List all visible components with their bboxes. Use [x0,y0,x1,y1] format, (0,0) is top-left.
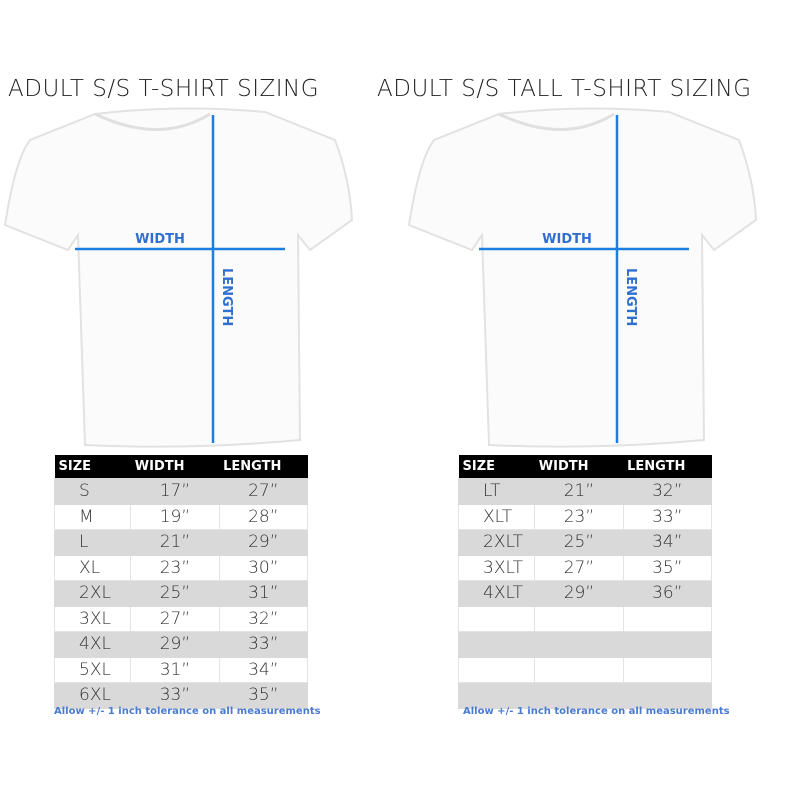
tshirt-shape [407,107,758,448]
table-cell: S [53,478,132,505]
table-cell: 4XL [53,631,132,658]
table-cell [622,682,713,709]
table-cell: 27” [218,478,309,505]
table-cell: XLT [457,503,536,530]
table-cell [534,656,624,683]
table-row: M 19” 28” [53,503,309,530]
table-cell [457,631,536,658]
table-cell: 25” [130,580,220,607]
column-header: SIZE [54,455,131,479]
table-cell: 17” [130,478,220,505]
table-cell: 25” [534,529,624,556]
chart-title-regular: ADULT S/S T-SHIRT SIZING [8,76,320,102]
tshirt-diagram-tall: WIDTH LENGTH [407,107,758,448]
table-row: 3XL 27” 32” [53,605,309,632]
table-row: XLT 23” 33” [457,503,713,530]
table-cell: 30” [218,554,309,581]
table-cell: 23” [534,503,624,530]
table-cell [534,605,624,632]
column-header: LENGTH [623,455,712,479]
table-cell: L [53,529,132,556]
table-row: 3XLT 27” 35” [457,554,713,581]
table-cell: 33” [622,503,713,530]
table-cell: 19” [130,503,220,530]
table-cell [534,631,624,658]
table-cell: M [53,503,132,530]
column-header: WIDTH [534,455,624,479]
table-cell: 2XL [53,580,132,607]
table-cell: 32” [218,605,309,632]
table-row: L 21” 29” [53,529,309,556]
table-cell: 21” [534,478,624,505]
table-row: 4XL 29” 33” [53,631,309,658]
table-cell: 27” [130,605,220,632]
column-header: SIZE [458,455,535,479]
length-label: LENGTH [623,268,638,326]
table-cell: 32” [622,478,713,505]
table-cell: 3XLT [457,554,536,581]
chart-title-tall: ADULT S/S TALL T-SHIRT SIZING [377,76,752,102]
table-cell: 34” [622,529,713,556]
table-cell: LT [457,478,536,505]
tshirt-collar [498,112,615,131]
column-header: WIDTH [130,455,220,479]
tshirt-diagram-regular: WIDTH LENGTH [3,107,354,448]
table-cell: 23” [130,554,220,581]
table-cell: 31” [130,656,220,683]
table-cell [534,682,624,709]
width-label: WIDTH [542,232,592,247]
tshirt-collar [94,112,211,131]
table-cell: 6XL [53,682,132,709]
table-cell [622,656,713,683]
size-table-tall: SIZE WIDTH LENGTH LT 21” 32” XLT 23” 33” 2XLT 25” 3… [457,455,713,709]
table-row [457,631,713,658]
tshirt-shape [3,107,354,448]
table-cell [457,656,536,683]
table-cell: 28” [218,503,309,530]
tolerance-note: Allow +/- 1 inch tolerance on all measur… [463,706,730,717]
table-row: 2XL 25” 31” [53,580,309,607]
table-header-row: SIZE WIDTH LENGTH [458,455,712,479]
size-table-regular: SIZE WIDTH LENGTH S 17” 27” M 19” 28” L 21” 29” XL 23… [53,455,309,709]
table-cell: 31” [218,580,309,607]
table-row [457,656,713,683]
table-row: 4XLT 29” 36” [457,580,713,607]
table-cell: 2XLT [457,529,536,556]
tolerance-note: Allow +/- 1 inch tolerance on all measur… [54,706,321,717]
table-cell: XL [53,554,132,581]
table-row: 5XL 31” 34” [53,656,309,683]
table-cell: 33” [218,631,309,658]
table-cell: 29” [130,631,220,658]
table-cell [622,605,713,632]
table-row: 2XLT 25” 34” [457,529,713,556]
table-cell: 34” [218,656,309,683]
table-cell: 35” [218,682,309,709]
table-row: 6XL 33” 35” [53,682,309,709]
table-cell [622,631,713,658]
width-label: WIDTH [135,232,185,247]
table-cell: 21” [130,529,220,556]
table-cell [457,682,536,709]
table-cell: 3XL [53,605,132,632]
table-cell: 35” [622,554,713,581]
table-cell: 29” [218,529,309,556]
table-cell: 36” [622,580,713,607]
table-cell: 33” [130,682,220,709]
table-cell: 4XLT [457,580,536,607]
table-row: XL 23” 30” [53,554,309,581]
table-row: S 17” 27” [53,478,309,505]
table-row [457,682,713,709]
table-cell: 5XL [53,656,132,683]
table-header-row: SIZE WIDTH LENGTH [54,455,308,479]
table-cell: 27” [534,554,624,581]
table-row [457,605,713,632]
column-header: LENGTH [219,455,308,479]
table-cell: 29” [534,580,624,607]
table-row: LT 21” 32” [457,478,713,505]
table-cell [457,605,536,632]
length-label: LENGTH [219,268,234,326]
